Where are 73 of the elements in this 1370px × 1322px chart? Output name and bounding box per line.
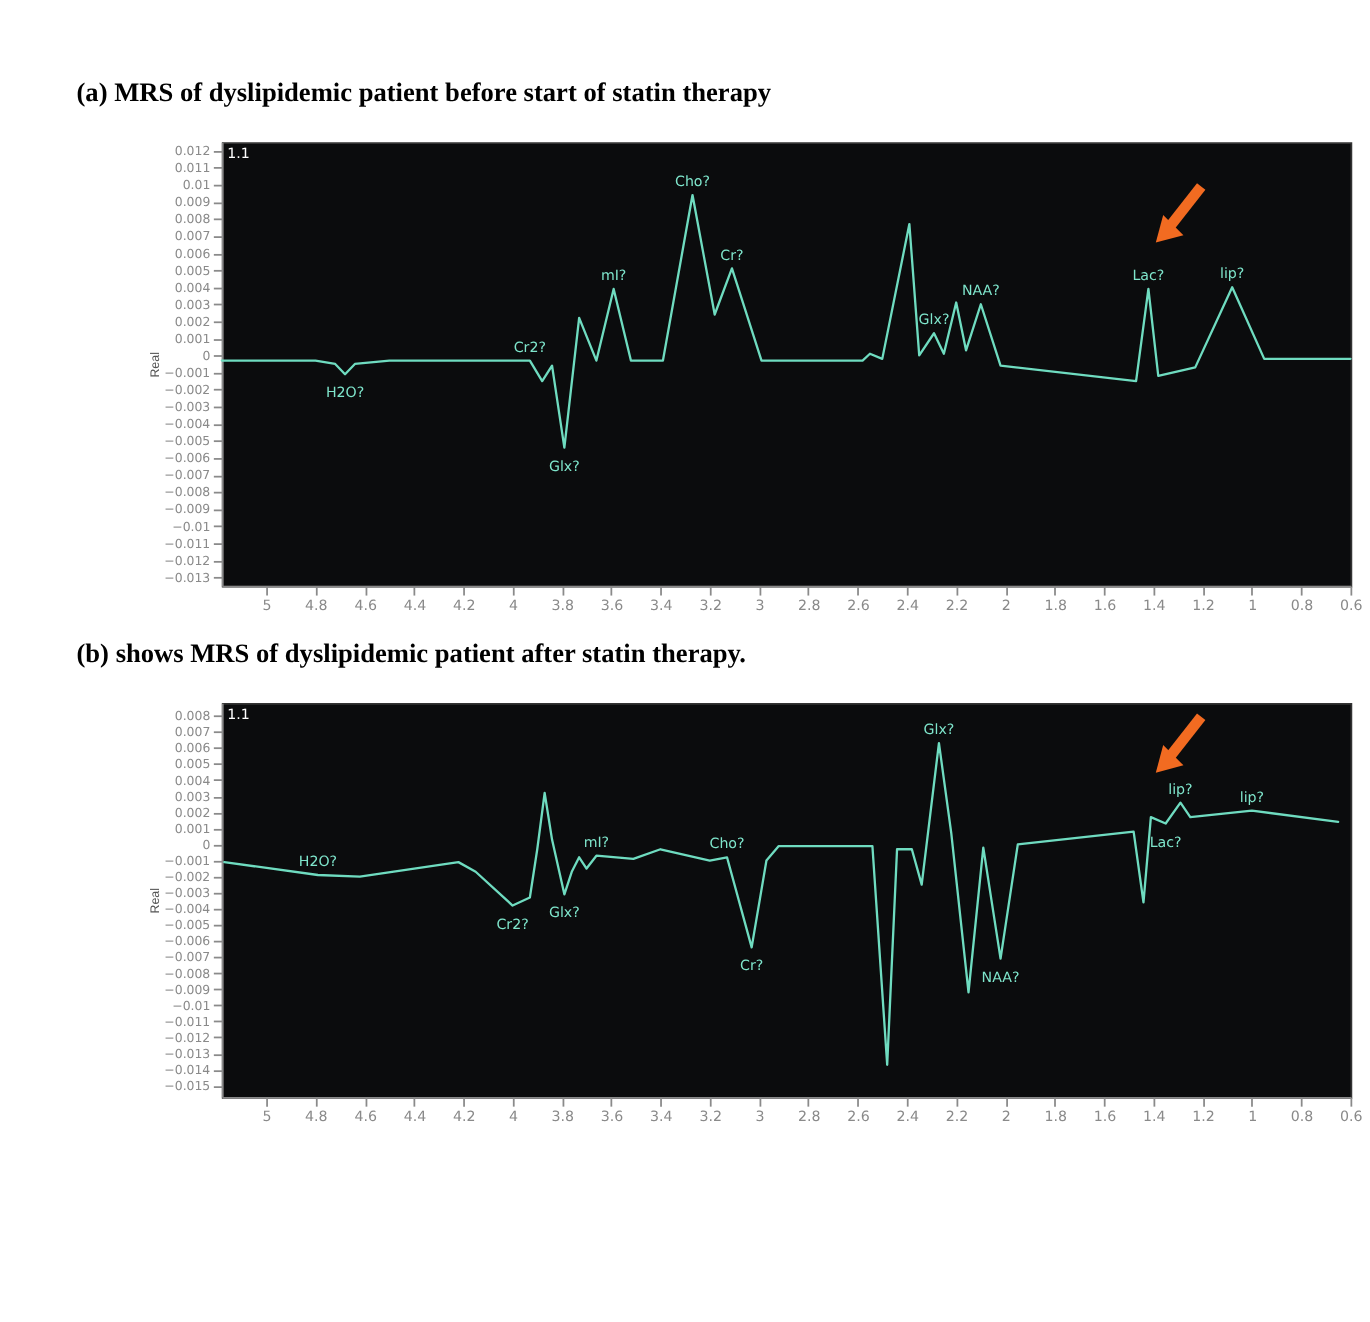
annotation: H2O? [325, 383, 365, 402]
annotation: Lac? [1132, 266, 1165, 285]
annotation: Cr? [720, 245, 745, 264]
annotation: mI? [600, 266, 627, 285]
x-tick-label: 3.6 [600, 595, 625, 614]
line-series [223, 741, 1340, 1066]
x-tick-label: 2 [1001, 1106, 1011, 1125]
chart-title: (a) MRS of dyslipidemic patient before start of statin therapy [76, 77, 772, 108]
annotation: Lac? [1149, 832, 1183, 851]
x-tick-label: 1.6 [1093, 1106, 1118, 1125]
annotation: NAA? [961, 281, 1001, 300]
annotation: NAA? [981, 967, 1020, 986]
chart-title: (b) shows MRS of dyslipidemic patient after statin therapy. [76, 638, 747, 669]
line-series [220, 193, 1352, 449]
annotation: Cr? [740, 956, 764, 975]
x-tick-label: 4.2 [452, 595, 476, 614]
x-tick-label: 5 [262, 1106, 272, 1125]
x-tick-label: 1.6 [1093, 595, 1118, 614]
x-tick-label: 3 [755, 595, 765, 614]
x-tick-label: 3.6 [600, 1106, 625, 1125]
x-tick-label: 0.8 [1290, 1106, 1315, 1125]
x-tick-label: 4.8 [305, 1106, 329, 1125]
x-tick-label: 4.2 [452, 1106, 476, 1125]
x-tick-label: 1 [1248, 595, 1258, 614]
x-tick-label: 4 [508, 1106, 519, 1125]
x-tick-label: 3.2 [699, 1106, 722, 1125]
annotation: Glx? [923, 720, 955, 739]
x-tick-label: 3.8 [551, 1106, 576, 1125]
x-tick-label: 0.6 [1340, 595, 1364, 614]
annotation: 1.1 [227, 144, 250, 163]
x-tick-label: 2.8 [797, 1106, 822, 1125]
x-tick-label: 3.4 [650, 1106, 674, 1125]
annotation: lip? [1168, 779, 1194, 798]
x-tick-label: 1.2 [1192, 595, 1215, 614]
annotation: Cho? [709, 834, 746, 853]
x-tick-label: 3.2 [699, 595, 722, 614]
x-tick-label: 1.8 [1044, 1106, 1068, 1125]
x-tick-label: 4.4 [403, 1106, 428, 1125]
x-tick-label: 1.4 [1142, 1106, 1167, 1125]
annotation: Glx? [918, 310, 950, 329]
x-tick-label: 2.2 [945, 595, 969, 614]
x-tick-label: 4.6 [354, 1106, 378, 1125]
x-tick-label: 1.8 [1044, 595, 1068, 614]
annotation: H2O? [298, 852, 338, 871]
x-tick-label: 2.6 [847, 1106, 871, 1125]
x-tick-label: 2.8 [797, 595, 822, 614]
x-tick-label: 3.8 [551, 595, 576, 614]
annotation: 1.1 [227, 704, 250, 723]
x-tick-label: 1 [1248, 1106, 1258, 1125]
x-tick-label: 2.6 [847, 595, 871, 614]
x-tick-label: 4 [508, 595, 519, 614]
annotation: Cr2? [513, 337, 547, 356]
x-tick-label: 4.8 [305, 595, 329, 614]
annotation: Glx? [548, 903, 581, 922]
x-tick-label: 2.2 [945, 1106, 969, 1125]
x-tick-label: 1.2 [1192, 1106, 1215, 1125]
x-tick-label: 5 [262, 595, 272, 614]
annotation: lip? [1239, 787, 1265, 806]
annotation: Cho? [674, 172, 711, 191]
x-tick-label: 4.4 [403, 595, 428, 614]
annotation: mI? [583, 832, 610, 851]
x-tick-label: 2.4 [896, 1106, 921, 1125]
x-tick-label: 3.4 [650, 595, 674, 614]
x-tick-label: 4.6 [354, 595, 378, 614]
x-tick-label: 2 [1001, 595, 1011, 614]
x-tick-label: 1.4 [1142, 595, 1167, 614]
annotation: Cr2? [496, 914, 530, 933]
x-tick-label: 3 [755, 1106, 765, 1125]
x-tick-label: 2.4 [896, 595, 921, 614]
x-tick-label: 0.6 [1340, 1106, 1364, 1125]
annotation: lip? [1220, 264, 1245, 283]
x-tick-label: 0.8 [1290, 595, 1315, 614]
annotation: Glx? [548, 456, 581, 475]
